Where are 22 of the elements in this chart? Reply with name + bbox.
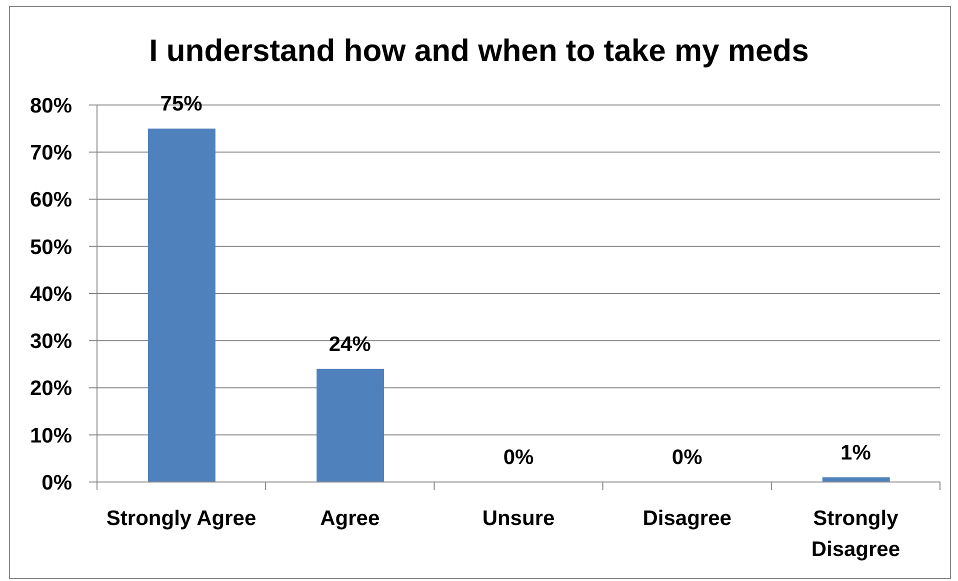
data-label: 0%: [503, 446, 534, 469]
y-tick-label: 0%: [42, 471, 72, 494]
y-tick-label: 10%: [30, 424, 72, 448]
y-tick-label: 20%: [30, 377, 72, 400]
bar: [148, 128, 216, 482]
chart-title: I understand how and when to take my meds: [148, 33, 810, 68]
y-tick-label: 50%: [30, 236, 72, 259]
data-label: 1%: [840, 441, 872, 464]
x-tick-label: Strongly Agree: [106, 507, 256, 530]
y-tick-label: 60%: [30, 188, 72, 212]
y-tick-label: 30%: [30, 330, 72, 354]
y-tick-label: 80%: [30, 94, 72, 118]
x-tick-label: Unsure: [482, 507, 555, 530]
x-tick-label: Strongly Disagree: [811, 507, 900, 561]
data-label: 75%: [160, 92, 203, 116]
y-tick-label: 70%: [30, 142, 72, 165]
data-label: 24%: [328, 332, 372, 356]
data-label: 0%: [672, 446, 703, 469]
x-tick-label: Disagree: [642, 507, 732, 530]
x-tick-label: Agree: [320, 507, 380, 530]
y-tick-label: 40%: [30, 282, 72, 306]
bar: [316, 368, 384, 482]
